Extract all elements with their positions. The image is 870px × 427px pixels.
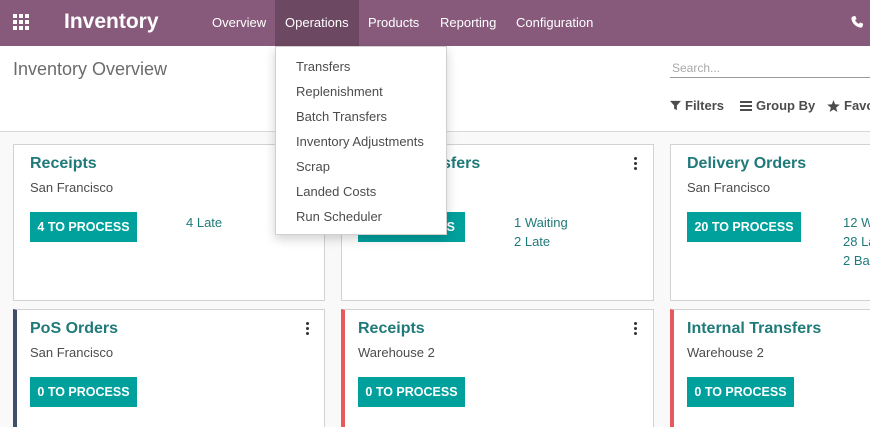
nav-reporting[interactable]: Reporting [440,15,497,30]
menu-item-inventory-adjustments[interactable]: Inventory Adjustments [296,134,424,149]
menu-item-run-scheduler[interactable]: Run Scheduler [296,209,382,224]
app-title[interactable]: Inventory [64,10,159,33]
late-link[interactable]: 4 Late [186,215,223,230]
to-process-button[interactable]: 0 TO PROCESS [30,377,137,407]
filters-label: Filters [685,98,725,113]
filters-button[interactable]: Filters [670,98,724,113]
group-by-button[interactable]: Group By [740,98,815,113]
late-link[interactable]: 28 La [843,234,870,249]
card-subtitle: San Francisco [30,345,114,360]
favorites-label: Favo [844,98,870,113]
card-subtitle: San Francisco [30,180,114,195]
menu-item-transfers[interactable]: Transfers [296,59,351,74]
to-process-button[interactable]: 0 TO PROCESS [687,377,794,407]
waiting-link[interactable]: 12 W [843,215,870,230]
menu-item-replenishment[interactable]: Replenishment [296,84,383,99]
search-input[interactable] [670,58,870,78]
to-process-button[interactable]: 4 TO PROCESS [30,212,137,242]
star-icon [827,99,840,112]
menu-item-landed-costs[interactable]: Landed Costs [296,184,377,199]
card-subtitle: Warehouse 2 [687,345,764,360]
card-title[interactable]: Delivery Orders [687,155,807,172]
backorders-link[interactable]: 2 Bac [843,253,870,268]
card-title[interactable]: Internal Transfers [687,320,822,337]
to-process-button[interactable]: 20 TO PROCESS [687,212,801,242]
card-subtitle: Warehouse 2 [358,345,435,360]
kebab-menu-icon[interactable] [306,322,310,335]
operations-dropdown-menu: Transfers Replenishment Batch Transfers … [275,46,447,235]
card-title[interactable]: Receipts [30,155,97,172]
menu-item-batch-transfers[interactable]: Batch Transfers [296,109,388,124]
phone-icon[interactable] [850,14,864,30]
nav-configuration[interactable]: Configuration [516,15,594,30]
to-process-button[interactable]: 0 TO PROCESS [358,377,465,407]
to-process-button-label: S [446,220,455,234]
filter-icon [670,100,681,111]
card-receipts-warehouse-2: Receipts Warehouse 2 0 TO PROCESS [341,309,654,427]
card-delivery-orders: Delivery Orders San Francisco 20 TO PROC… [670,144,870,301]
nav-operations[interactable]: Operations [275,0,359,46]
apps-grid-icon[interactable] [13,14,31,30]
nav-overview[interactable]: Overview [212,15,267,30]
card-internal-transfers-warehouse-2: Internal Transfers Warehouse 2 0 TO PROC… [670,309,870,427]
menu-item-scrap[interactable]: Scrap [296,159,330,174]
card-subtitle: San Francisco [687,180,771,195]
waiting-link[interactable]: 1 Waiting [514,215,568,230]
top-navbar: Inventory Overview Operations Products R… [0,0,870,46]
kebab-menu-icon[interactable] [634,157,638,170]
favorites-button[interactable]: Favo [827,98,870,113]
card-title[interactable]: Receipts [358,320,425,337]
nav-products[interactable]: Products [368,15,420,30]
group-by-icon [740,100,752,111]
group-by-label: Group By [756,98,816,113]
card-title[interactable]: PoS Orders [30,320,119,337]
kebab-menu-icon[interactable] [634,322,638,335]
card-title[interactable]: sfers [442,155,481,172]
card-pos-orders: PoS Orders San Francisco 0 TO PROCESS [13,309,325,427]
card-receipts-san-francisco: Receipts San Francisco 4 TO PROCESS 4 La… [13,144,325,301]
late-link[interactable]: 2 Late [514,234,551,249]
breadcrumb: Inventory Overview [13,59,168,79]
